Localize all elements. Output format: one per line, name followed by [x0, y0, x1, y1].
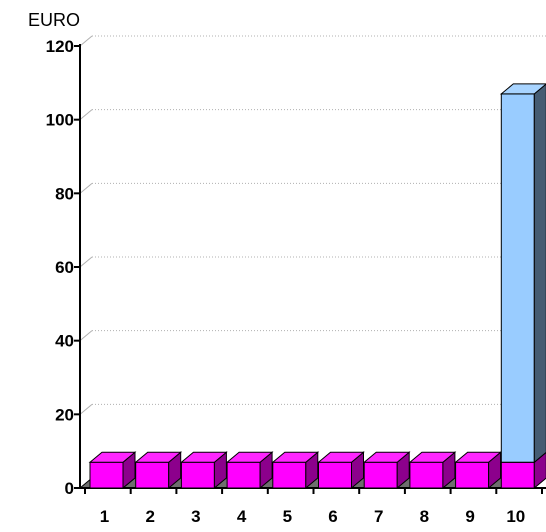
bar-front	[89, 461, 124, 489]
gridline-side	[79, 182, 93, 194]
y-tick-label: 0	[65, 479, 74, 498]
bar-front	[500, 93, 535, 463]
bar-top	[134, 451, 183, 463]
bar-front	[500, 461, 535, 489]
bar-side	[533, 83, 546, 464]
bar-top	[88, 451, 137, 463]
bar-front	[318, 461, 352, 489]
gridline-side	[79, 109, 93, 121]
bar-top	[499, 83, 546, 95]
gridline-side	[79, 403, 93, 415]
x-tick-label: 4	[237, 507, 247, 526]
y-tick-label: 40	[55, 332, 74, 351]
gridline-side	[79, 330, 93, 342]
bar-top	[454, 451, 502, 463]
bar-front	[455, 461, 490, 489]
bar-side	[533, 451, 546, 490]
bar-front	[180, 461, 215, 489]
x-tick-label: 7	[374, 507, 383, 526]
x-tick-label: 9	[465, 507, 474, 526]
bar-front	[363, 461, 398, 489]
x-tick-label: 1	[100, 507, 109, 526]
bar-top	[362, 451, 411, 463]
bar-top	[225, 451, 274, 463]
y-tick-label: 60	[55, 258, 74, 277]
bar-top	[408, 451, 457, 463]
y-tick-label: 100	[46, 111, 74, 130]
gridline-side	[79, 35, 93, 47]
bar-front	[272, 461, 307, 489]
x-tick-label: 3	[191, 507, 200, 526]
y-unit-label: EURO	[28, 10, 81, 30]
y-tick-label: 120	[46, 37, 74, 56]
bar-front	[226, 461, 261, 489]
bar-top	[180, 451, 228, 463]
x-tick-label: 6	[328, 507, 337, 526]
y-tick-label: 80	[55, 184, 74, 203]
bar-front	[135, 461, 170, 489]
x-tick-label: 5	[283, 507, 292, 526]
y-tick-label: 20	[55, 405, 74, 424]
bar-front	[409, 461, 444, 489]
bar-top	[317, 451, 365, 463]
x-tick-label: 8	[420, 507, 429, 526]
x-tick-label: 2	[145, 507, 154, 526]
x-tick-label: 10	[506, 507, 525, 526]
bar-top	[271, 451, 320, 463]
gridline-side	[79, 256, 93, 268]
